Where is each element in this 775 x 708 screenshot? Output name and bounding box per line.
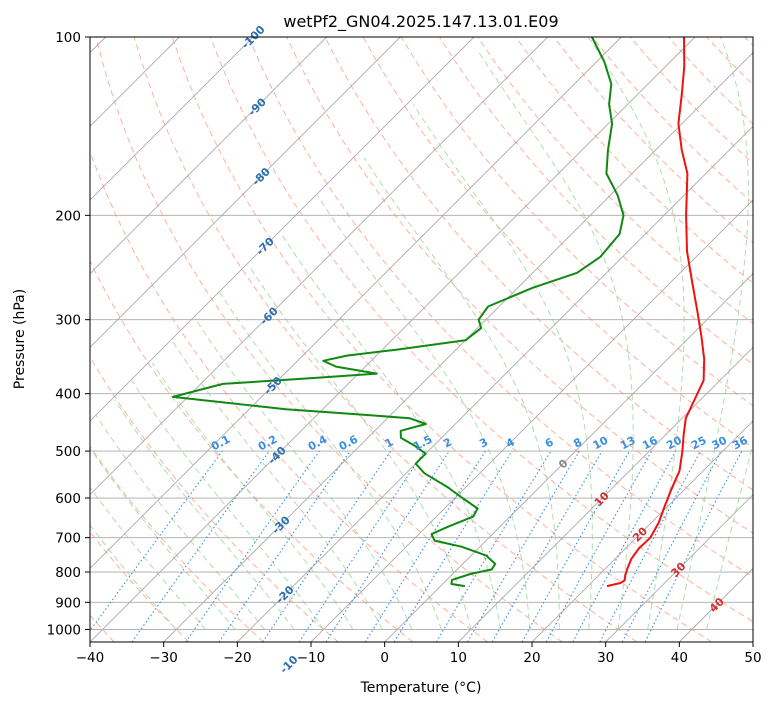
profile-lines bbox=[172, 37, 706, 588]
x-tick-label: 40 bbox=[671, 650, 688, 666]
y-tick-label: 400 bbox=[55, 387, 81, 403]
dry-adiabat bbox=[324, 37, 753, 491]
x-tick-label: −30 bbox=[149, 650, 178, 666]
chart-title: wetPf2_GN04.2025.147.13.01.E09 bbox=[283, 12, 558, 32]
dry-adiabat bbox=[133, 37, 638, 642]
moist-adiabat bbox=[676, 37, 749, 630]
dewpoint-profile bbox=[172, 37, 625, 588]
moist-adiabat bbox=[95, 415, 265, 630]
x-tick-label: −20 bbox=[223, 650, 252, 666]
isotherm bbox=[90, 37, 401, 348]
mixing-ratio-label: 10 bbox=[591, 433, 611, 452]
y-tick-label: 1000 bbox=[47, 622, 81, 638]
x-tick-label: 30 bbox=[597, 650, 614, 666]
x-tick-label: 50 bbox=[744, 650, 761, 666]
mixing-ratio-label: 30 bbox=[710, 434, 730, 453]
isotherm bbox=[605, 494, 753, 642]
mixing-ratio-line bbox=[298, 450, 425, 642]
isotherm bbox=[531, 420, 753, 642]
isotherm bbox=[458, 346, 753, 642]
moist-adiabat bbox=[587, 37, 685, 630]
moist-adiabat bbox=[171, 340, 383, 630]
moist-adiabat bbox=[90, 447, 236, 630]
dry-adiabat bbox=[286, 37, 753, 534]
moist-adiabat bbox=[114, 399, 295, 630]
y-tick-label: 100 bbox=[55, 30, 81, 46]
mixing-ratio-line bbox=[393, 450, 513, 642]
y-tick-label: 800 bbox=[55, 565, 81, 581]
mixing-ratio-line bbox=[90, 450, 223, 632]
y-tick-label: 500 bbox=[55, 444, 81, 460]
isotherm bbox=[237, 125, 753, 642]
isotherm bbox=[90, 37, 254, 201]
dry-adiabat bbox=[90, 259, 414, 642]
mixing-ratio-line bbox=[521, 450, 630, 642]
moist-adiabat bbox=[706, 441, 753, 630]
dry-adiabat bbox=[95, 37, 563, 642]
dry-adiabat bbox=[248, 37, 753, 578]
y-tick-label: 200 bbox=[55, 208, 81, 224]
moist-adiabat bbox=[151, 362, 354, 630]
y-tick-label: 600 bbox=[55, 491, 81, 507]
mixing-ratio-line bbox=[545, 450, 653, 642]
x-axis-label: Temperature (°C) bbox=[360, 680, 482, 696]
moist-adiabat bbox=[195, 319, 413, 630]
isotherm bbox=[90, 37, 475, 422]
dry-adiabat bbox=[210, 37, 753, 623]
y-tick-label: 900 bbox=[55, 595, 81, 611]
isotherm bbox=[90, 37, 327, 275]
moist-adiabat bbox=[90, 524, 177, 630]
mixing-ratio-line bbox=[218, 450, 351, 642]
y-axis-label: Pressure (hPa) bbox=[12, 289, 28, 389]
moist-adiabat bbox=[476, 49, 634, 630]
moist-adiabat bbox=[219, 292, 442, 630]
x-tick-label: 0 bbox=[380, 650, 389, 666]
x-tick-label: −10 bbox=[297, 650, 326, 666]
dry-adiabat bbox=[90, 445, 264, 642]
mixing-ratio-label: 25 bbox=[689, 434, 709, 453]
mixing-ratio-label: 16 bbox=[640, 434, 660, 453]
mixing-ratio-label: 20 bbox=[664, 433, 684, 452]
temperature-profile bbox=[606, 37, 706, 588]
isotherm bbox=[90, 37, 622, 569]
isotherm bbox=[384, 273, 753, 642]
isotherm bbox=[90, 37, 548, 496]
dry-adiabat bbox=[171, 37, 712, 642]
moist-adiabat bbox=[412, 104, 593, 630]
dry-adiabat bbox=[90, 356, 339, 642]
moist-adiabat bbox=[90, 486, 207, 630]
x-tick-label: −40 bbox=[76, 650, 105, 666]
plot-frame bbox=[89, 36, 754, 643]
moist-adiabat bbox=[280, 233, 501, 630]
mixing-ratio-label: 36 bbox=[730, 434, 750, 453]
y-tick-label: 300 bbox=[55, 313, 81, 329]
mixing-ratio-line bbox=[185, 450, 320, 642]
mixing-ratio-line bbox=[572, 450, 677, 642]
mixing-ratio-label: 13 bbox=[618, 434, 638, 453]
mixing-ratio-line bbox=[131, 450, 270, 642]
dry-adiabat bbox=[515, 37, 753, 284]
mixing-ratio-line bbox=[262, 450, 392, 642]
isotherm bbox=[310, 199, 753, 642]
x-tick-label: 20 bbox=[523, 650, 540, 666]
moist-adiabat bbox=[131, 380, 324, 630]
y-tick-label: 700 bbox=[55, 531, 81, 547]
mixing-ratio-line bbox=[644, 450, 743, 642]
isotherm bbox=[90, 37, 696, 642]
axis-ticks: −40 −30 −20 −10 0 10 20 30 40 50 100 200 300 400 500 60… bbox=[47, 30, 762, 666]
x-tick-label: 10 bbox=[450, 650, 467, 666]
mixing-ratio-line bbox=[325, 450, 450, 642]
moist-adiabat bbox=[249, 267, 472, 630]
